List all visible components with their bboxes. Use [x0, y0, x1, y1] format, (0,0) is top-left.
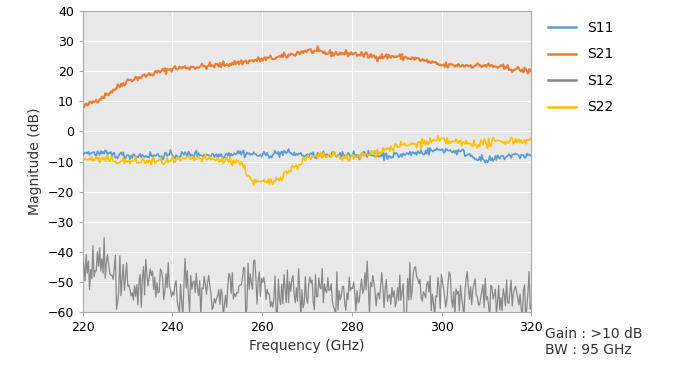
X-axis label: Frequency (GHz): Frequency (GHz) — [249, 339, 365, 353]
Legend: S11, S21, S12, S22: S11, S21, S12, S22 — [543, 15, 619, 120]
Text: Gain : >10 dB
BW : 95 GHz: Gain : >10 dB BW : 95 GHz — [545, 327, 642, 357]
Y-axis label: Magnitude (dB): Magnitude (dB) — [28, 108, 41, 215]
